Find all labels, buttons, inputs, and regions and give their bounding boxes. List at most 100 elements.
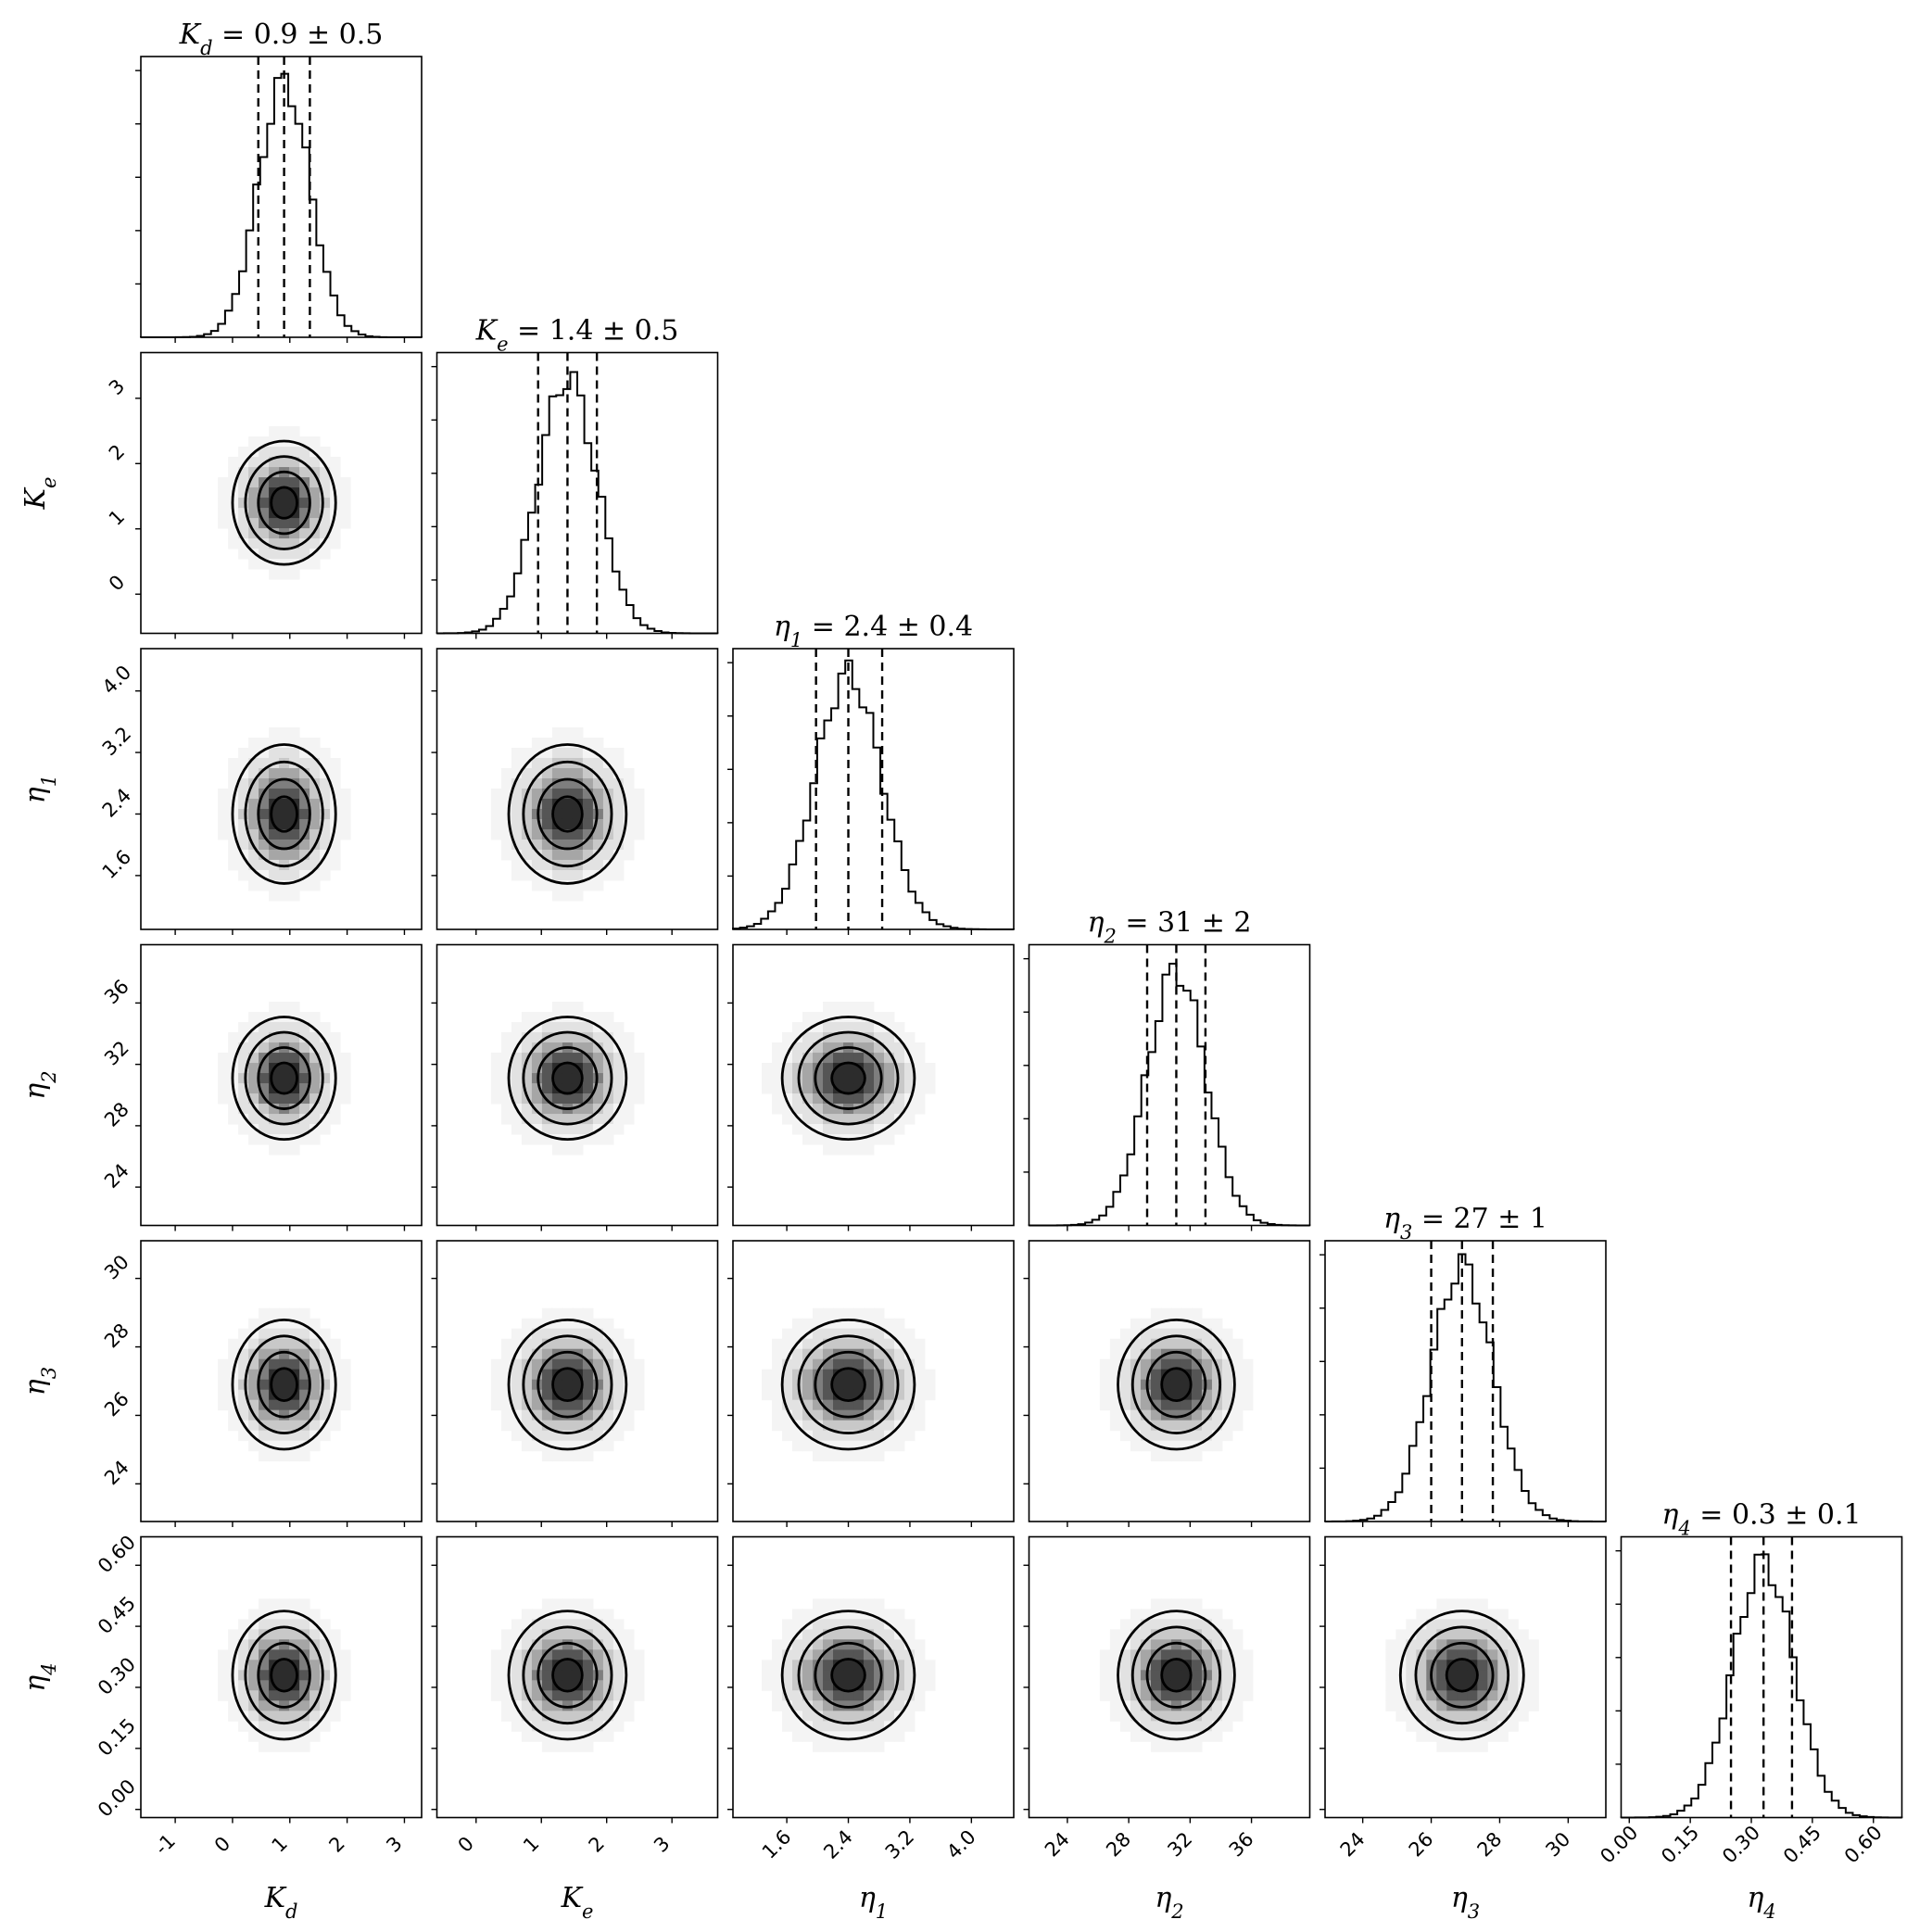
density-cell [500,1690,512,1701]
density-cell [813,1609,824,1620]
density-cell [843,1144,854,1155]
density-cell [1109,1358,1121,1370]
density-cell [592,1093,604,1105]
density-cell [874,1649,885,1661]
density-cell [1528,1690,1539,1701]
density-cell [572,1358,584,1370]
density-cell [309,1124,321,1135]
density-cell [1231,1379,1244,1391]
contour-level-3 [780,1016,916,1142]
density-cell [1119,1338,1131,1350]
density-cell [551,1338,563,1350]
density-cell [782,1104,793,1115]
density-cell [541,849,553,861]
density-cell [1150,1338,1162,1350]
density-cell [612,1338,625,1350]
density-cell [562,1073,574,1084]
density-cell [1181,1741,1193,1752]
density-cell [562,1598,574,1610]
density-cell [1446,1670,1458,1681]
density-cell [248,538,259,549]
density-cell [541,1430,553,1442]
density-cell [904,1420,915,1432]
density-cell [279,890,290,902]
density-cell [1231,1420,1244,1432]
density-cell [802,1629,814,1640]
density-cell [1477,1629,1488,1640]
density-cell [531,1399,543,1411]
density-cell [1497,1639,1509,1650]
density-cell [1201,1649,1213,1661]
y-tick-label: 3 [105,375,129,399]
y-tick-label: 0.45 [94,1592,140,1638]
contour-level-0 [270,1658,298,1693]
density-cell [238,1093,249,1105]
density-cell [823,1399,834,1411]
density-cell [330,477,341,488]
density-cell [541,1741,553,1752]
density-cell [562,1389,574,1401]
density-cell [320,828,331,840]
x-tick-label: 3 [382,1832,406,1856]
contour-level-2 [1130,1334,1222,1434]
density-cell [541,1063,553,1074]
density-cell [269,1629,280,1640]
density-cell [541,1670,553,1681]
density-cell [802,1012,814,1023]
density-cell [1109,1680,1121,1691]
density-cell [279,1358,290,1370]
density-cell [1160,1649,1172,1661]
density-cell [1130,1660,1142,1671]
density-cell [289,767,300,779]
density-cell [915,1083,926,1094]
density-cell [1119,1670,1131,1681]
density-cell [772,1680,783,1691]
density-cell [320,757,331,769]
density-cell [582,1328,594,1340]
density-cell [269,1450,280,1462]
density-cell [562,1711,574,1722]
density-cell [521,1700,533,1711]
density-cell [1119,1629,1131,1640]
density-cell [551,1022,563,1033]
density-cell [1406,1649,1417,1661]
density-cell [218,1649,229,1661]
density-cell [1211,1430,1223,1442]
density-cell [915,1690,926,1701]
density-cell [279,726,290,739]
density-cell [521,818,533,830]
density-cell [884,1358,895,1370]
density-cell [279,1083,290,1094]
density-cell [320,1328,331,1340]
density-cell [238,1670,249,1681]
density-cell [289,1430,300,1442]
density-cell [541,1598,553,1610]
density-cell [248,1114,259,1125]
density-cell [813,1012,824,1023]
density-cell [1436,1629,1447,1640]
x-tick-label: 36 [1225,1828,1258,1862]
density-cell [248,798,259,810]
density-cell [623,1104,635,1115]
density-cell [843,1741,854,1752]
density-cell [853,1680,865,1691]
density-cell [1109,1338,1121,1350]
density-cell [1099,1670,1111,1681]
density-cell [309,757,321,769]
density-cell [299,1134,310,1145]
density-cell [1170,1450,1182,1462]
density-cell [562,737,574,749]
density-cell [309,1711,321,1722]
panel-0-0: Kd = 0.9 ± 0.5 [135,19,423,343]
density-cell [592,737,604,749]
density-cell [894,1660,905,1671]
density-cell [1477,1639,1488,1650]
density-cell [490,1083,502,1094]
density-cell [612,1124,625,1135]
density-cell [228,859,239,871]
density-cell [1457,1619,1468,1630]
density-cell [289,737,300,749]
density-cell [562,1063,574,1074]
density-cell [802,1409,814,1421]
density-cell [813,1619,824,1630]
